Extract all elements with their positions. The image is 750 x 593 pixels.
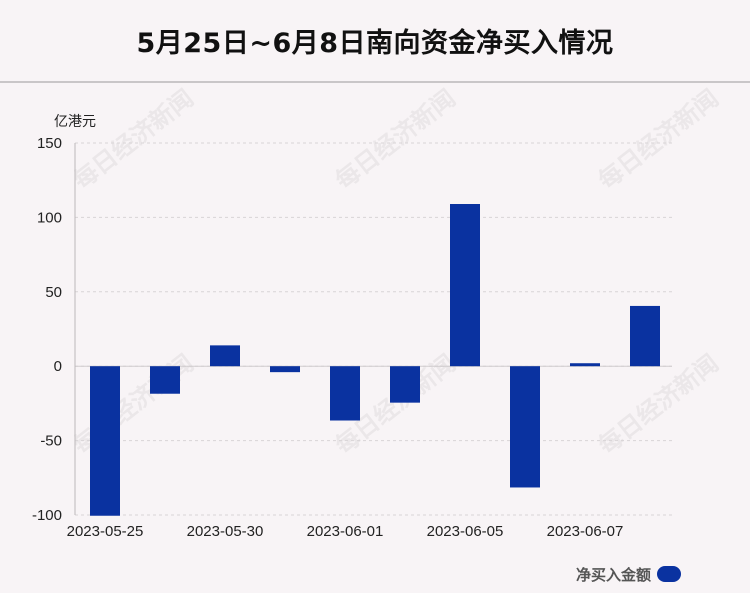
bar-2023-06-07 bbox=[570, 363, 600, 367]
title-divider bbox=[0, 81, 750, 83]
x-tick-labels: 2023-05-25 2023-05-30 2023-06-01 2023-06-05… bbox=[67, 523, 624, 540]
legend-swatch bbox=[657, 566, 682, 582]
page-title: 5月25日~6月8日南向资金净买入情况 bbox=[136, 28, 614, 59]
grid-lines bbox=[75, 142, 672, 516]
bar-2023-05-25 bbox=[90, 366, 120, 516]
bar-2023-06-06 bbox=[510, 366, 540, 488]
bar-2023-05-30 bbox=[210, 345, 240, 367]
bar-2023-05-26 bbox=[150, 366, 180, 394]
title-bar: 5月25日~6月8日南向资金净买入情况 bbox=[0, 0, 750, 81]
bar-2023-05-31 bbox=[270, 366, 300, 373]
x-tick-label: 2023-05-25 bbox=[67, 523, 144, 540]
bar-2023-06-01 bbox=[330, 366, 360, 421]
y-tick-label: 0 bbox=[54, 358, 62, 375]
x-tick-label: 2023-05-30 bbox=[187, 523, 264, 540]
legend-label: 净买入金额 bbox=[576, 565, 652, 584]
y-tick-label: -100 bbox=[32, 507, 62, 524]
y-tick-label: 50 bbox=[45, 284, 62, 301]
axes bbox=[74, 143, 672, 515]
y-tick-label: 150 bbox=[37, 135, 62, 152]
legend: 净买入金额 bbox=[576, 562, 682, 586]
y-tick-labels: 150 100 50 0 -50 -100 bbox=[32, 135, 62, 524]
y-tick-label: -50 bbox=[40, 433, 62, 450]
x-tick-label: 2023-06-01 bbox=[307, 523, 384, 540]
bars bbox=[90, 204, 660, 516]
x-tick-label: 2023-06-07 bbox=[547, 523, 624, 540]
bar-2023-06-02 bbox=[390, 366, 420, 403]
y-axis-unit-label: 亿港元 bbox=[54, 114, 96, 130]
bar-2023-06-05 bbox=[450, 204, 480, 367]
bar-2023-06-08 bbox=[630, 305, 660, 367]
x-tick-label: 2023-06-05 bbox=[427, 523, 504, 540]
y-tick-label: 100 bbox=[37, 209, 62, 226]
